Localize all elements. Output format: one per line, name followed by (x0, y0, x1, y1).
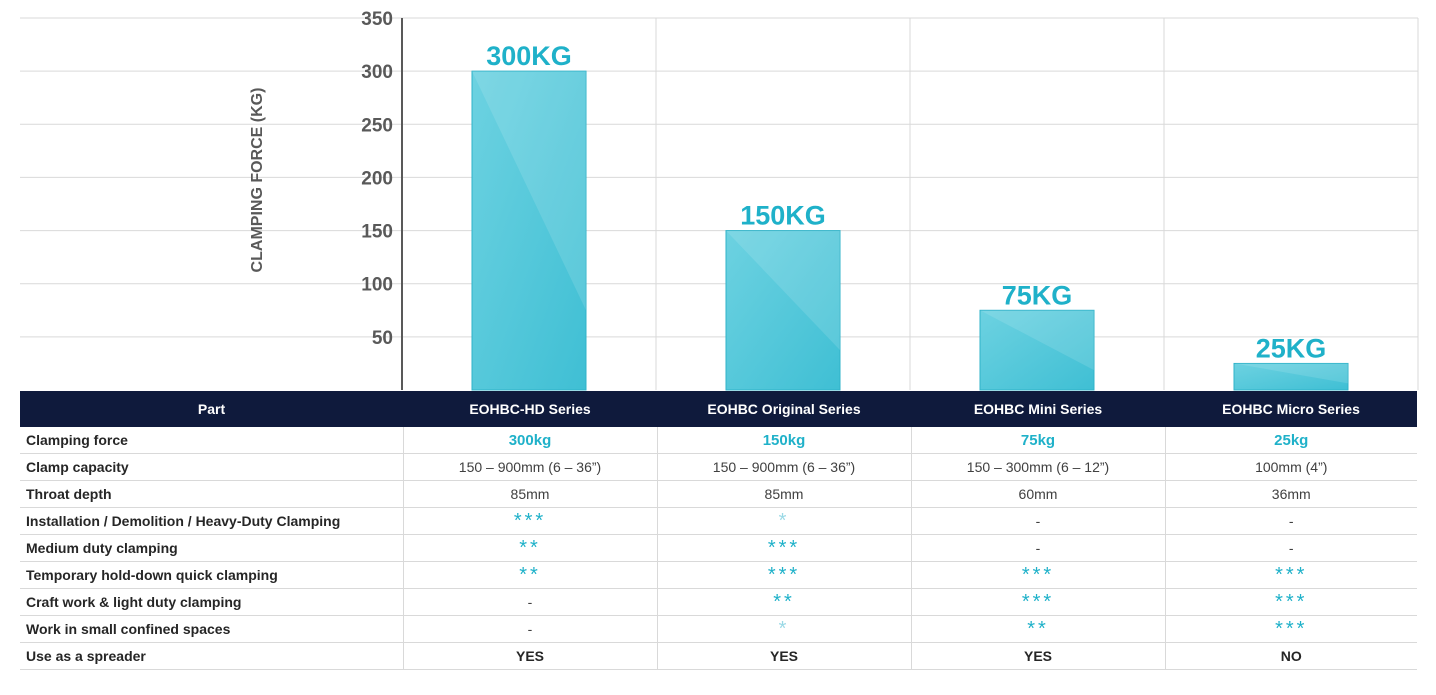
table-cell: 300kg (402, 427, 657, 454)
bar-sheen (1234, 363, 1348, 384)
row-label: Throat depth (20, 480, 403, 508)
table-cell: - (402, 615, 657, 643)
table-cell: 150 – 300mm (6 – 12”) (910, 453, 1165, 481)
table-cell: 75kg (910, 427, 1165, 454)
table-row: Medium duty clamping ** *** - - (20, 534, 1417, 562)
bar (725, 230, 841, 391)
bar-data-label: 25KG (1256, 333, 1327, 363)
rating-cell: ** (402, 534, 657, 562)
table-row: Work in small confined spaces - * ** *** (20, 615, 1417, 643)
table-row: Clamping force 300kg 150kg 75kg 25kg (20, 427, 1417, 454)
table-cell: 85mm (656, 480, 911, 508)
y-tick-label: 300 (361, 62, 393, 83)
table-row: Installation / Demolition / Heavy-Duty C… (20, 507, 1417, 535)
table-cell: 60mm (910, 480, 1165, 508)
row-label: Installation / Demolition / Heavy-Duty C… (20, 507, 403, 535)
header-series: EOHBC-HD Series (403, 391, 657, 427)
table-cell: - (1164, 507, 1417, 535)
rating-cell: *** (402, 507, 657, 535)
rating-cell: ** (910, 615, 1165, 643)
y-tick-label: 250 (361, 115, 393, 136)
row-label: Work in small confined spaces (20, 615, 403, 643)
row-label: Use as a spreader (20, 642, 403, 670)
rating-cell: ** (402, 561, 657, 589)
table-cell: 25kg (1164, 427, 1417, 454)
rating-cell: *** (1164, 615, 1417, 643)
product-comparison-table: Part EOHBC-HD Series EOHBC Original Series… (20, 391, 1417, 670)
bar (471, 70, 587, 391)
row-label: Medium duty clamping (20, 534, 403, 562)
bar-data-label: 300KG (486, 41, 572, 71)
header-series: EOHBC Mini Series (911, 391, 1165, 427)
rating-cell: *** (656, 561, 911, 589)
y-tick-label: 200 (361, 168, 393, 189)
table-header-row: Part EOHBC-HD Series EOHBC Original Series… (20, 391, 1417, 427)
table-row: Use as a spreader YES YES YES NO (20, 642, 1417, 670)
y-tick-label: 50 (372, 328, 393, 349)
row-label: Clamp capacity (20, 453, 403, 481)
rating-cell: *** (910, 588, 1165, 616)
table-cell: 150 – 900mm (6 – 36”) (656, 453, 911, 481)
y-tick-label: 150 (361, 222, 393, 243)
table-cell: NO (1164, 642, 1417, 670)
table-cell: YES (656, 642, 911, 670)
rating-cell: * (656, 615, 911, 643)
table-cell: 85mm (402, 480, 657, 508)
rating-cell: *** (1164, 561, 1417, 589)
table-cell: - (910, 534, 1165, 562)
y-tick-label: 100 (361, 275, 393, 296)
header-series: EOHBC Micro Series (1165, 391, 1417, 427)
header-series: EOHBC Original Series (657, 391, 911, 427)
rating-cell: ** (656, 588, 911, 616)
table-row: Craft work & light duty clamping - ** *** **… (20, 588, 1417, 616)
row-label: Clamping force (20, 427, 403, 454)
header-part: Part (20, 391, 403, 427)
bar-sheen (726, 230, 840, 351)
bar-sheen (980, 310, 1094, 371)
rating-cell: *** (910, 561, 1165, 589)
row-label: Temporary hold-down quick clamping (20, 561, 403, 589)
rating-cell: * (656, 507, 911, 535)
table-cell: YES (910, 642, 1165, 670)
rating-cell: *** (1164, 588, 1417, 616)
table-row: Clamp capacity 150 – 900mm (6 – 36”) 150 –… (20, 453, 1417, 481)
table-cell: - (910, 507, 1165, 535)
table-cell: 36mm (1164, 480, 1417, 508)
table-row: Temporary hold-down quick clamping ** *** *… (20, 561, 1417, 589)
table-cell: YES (402, 642, 657, 670)
table-cell: - (402, 588, 657, 616)
bar (1233, 362, 1349, 391)
table-cell: 100mm (4”) (1164, 453, 1417, 481)
table-cell: 150 – 900mm (6 – 36”) (402, 453, 657, 481)
bar-sheen (472, 71, 586, 311)
bar (979, 309, 1095, 391)
rating-cell: *** (656, 534, 911, 562)
table-cell: 150kg (656, 427, 911, 454)
y-axis-label: CLAMPING FORCE (KG) (249, 88, 266, 273)
y-tick-label: 350 (361, 9, 393, 30)
table-cell: - (1164, 534, 1417, 562)
row-label: Craft work & light duty clamping (20, 588, 403, 616)
bar-data-label: 150KG (740, 201, 826, 231)
bar-data-label: 75KG (1002, 280, 1073, 310)
table-row: Throat depth 85mm 85mm 60mm 36mm (20, 480, 1417, 508)
